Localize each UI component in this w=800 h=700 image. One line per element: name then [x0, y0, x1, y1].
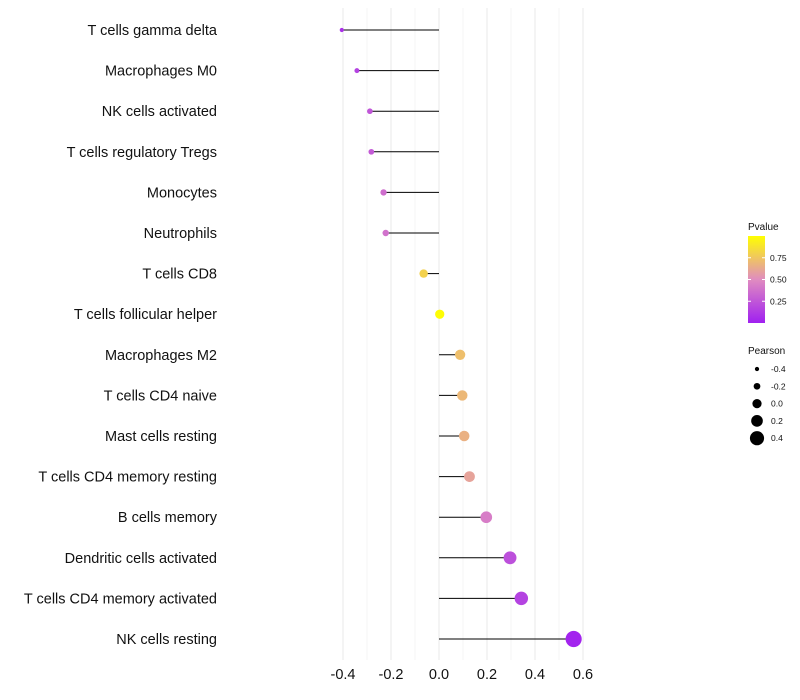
category-label: Macrophages M2: [105, 348, 217, 364]
pvalue-legend-label: 0.75: [770, 253, 787, 263]
pearson-legend-label: 0.2: [771, 416, 783, 426]
pvalue-legend: Pvalue 0.25 0.50 0.75: [748, 222, 787, 323]
pearson-legend-label: 0.4: [771, 433, 783, 443]
category-labels: T cells gamma delta Macrophages M0 NK cell…: [24, 23, 218, 648]
lollipop-point: [565, 630, 582, 648]
category-label: Macrophages M0: [105, 64, 217, 80]
lollipop-point: [454, 349, 466, 360]
category-label: T cells regulatory Tregs: [67, 145, 217, 161]
x-tick-label: 0.6: [573, 667, 593, 683]
pearson-legend-key: [749, 431, 765, 446]
category-label: Neutrophils: [144, 226, 217, 242]
lollipop-stems: [341, 29, 574, 640]
category-label: Mast cells resting: [105, 429, 217, 445]
grid-lines: [342, 8, 584, 660]
pearson-legend-key: [753, 382, 761, 390]
pvalue-legend-label: 0.25: [770, 296, 787, 306]
category-label: T cells gamma delta: [88, 23, 218, 39]
category-label: T cells CD4 naive: [104, 388, 217, 404]
category-label: T cells CD4 memory activated: [24, 591, 217, 607]
category-label: B cells memory: [118, 510, 218, 526]
pearson-legend-label: -0.4: [771, 364, 786, 374]
x-tick-label: -0.2: [379, 667, 404, 683]
pearson-legend-label: 0.0: [771, 399, 783, 409]
lollipop-point: [480, 511, 493, 524]
lollipop-point: [382, 229, 389, 237]
lollipop-point: [464, 471, 475, 482]
pearson-legend-title: Pearson: [748, 346, 785, 357]
lollipop-point: [367, 108, 373, 115]
lollipop-point: [380, 189, 387, 196]
pearson-legend-key: [751, 415, 763, 427]
category-label: Dendritic cells activated: [65, 551, 217, 567]
category-label: T cells CD8: [142, 267, 217, 283]
lollipop-point: [503, 551, 517, 565]
x-tick-label: 0.2: [477, 667, 497, 683]
lollipop-point: [457, 390, 468, 401]
lollipop-points: [339, 27, 582, 648]
x-tick-label: 0.0: [429, 667, 449, 683]
pearson-legend-label: -0.2: [771, 381, 786, 391]
pvalue-legend-label: 0.50: [770, 275, 787, 285]
pearson-legend-key: [754, 366, 760, 372]
lollipop-point: [435, 309, 445, 319]
category-label: T cells CD4 memory resting: [38, 470, 217, 486]
lollipop-point: [354, 68, 360, 74]
x-axis-ticks: -0.4 -0.2 0.0 0.2 0.4 0.6: [331, 667, 594, 683]
pearson-legend-key: [752, 399, 762, 409]
lollipop-point: [339, 27, 344, 33]
category-label: NK cells activated: [102, 104, 217, 120]
category-label: Monocytes: [147, 185, 217, 201]
lollipop-point: [514, 591, 529, 606]
lollipop-point: [368, 148, 375, 155]
pearson-legend: Pearson -0.4 -0.2 0.0 0.2 0.4: [748, 346, 786, 446]
pvalue-legend-title: Pvalue: [748, 222, 779, 233]
lollipop-point: [419, 269, 428, 278]
category-label: NK cells resting: [116, 632, 217, 648]
x-tick-label: -0.4: [331, 667, 356, 683]
pvalue-colorbar: [748, 236, 765, 323]
category-label: T cells follicular helper: [74, 307, 217, 323]
x-tick-label: 0.4: [525, 667, 545, 683]
lollipop-point: [458, 430, 470, 442]
